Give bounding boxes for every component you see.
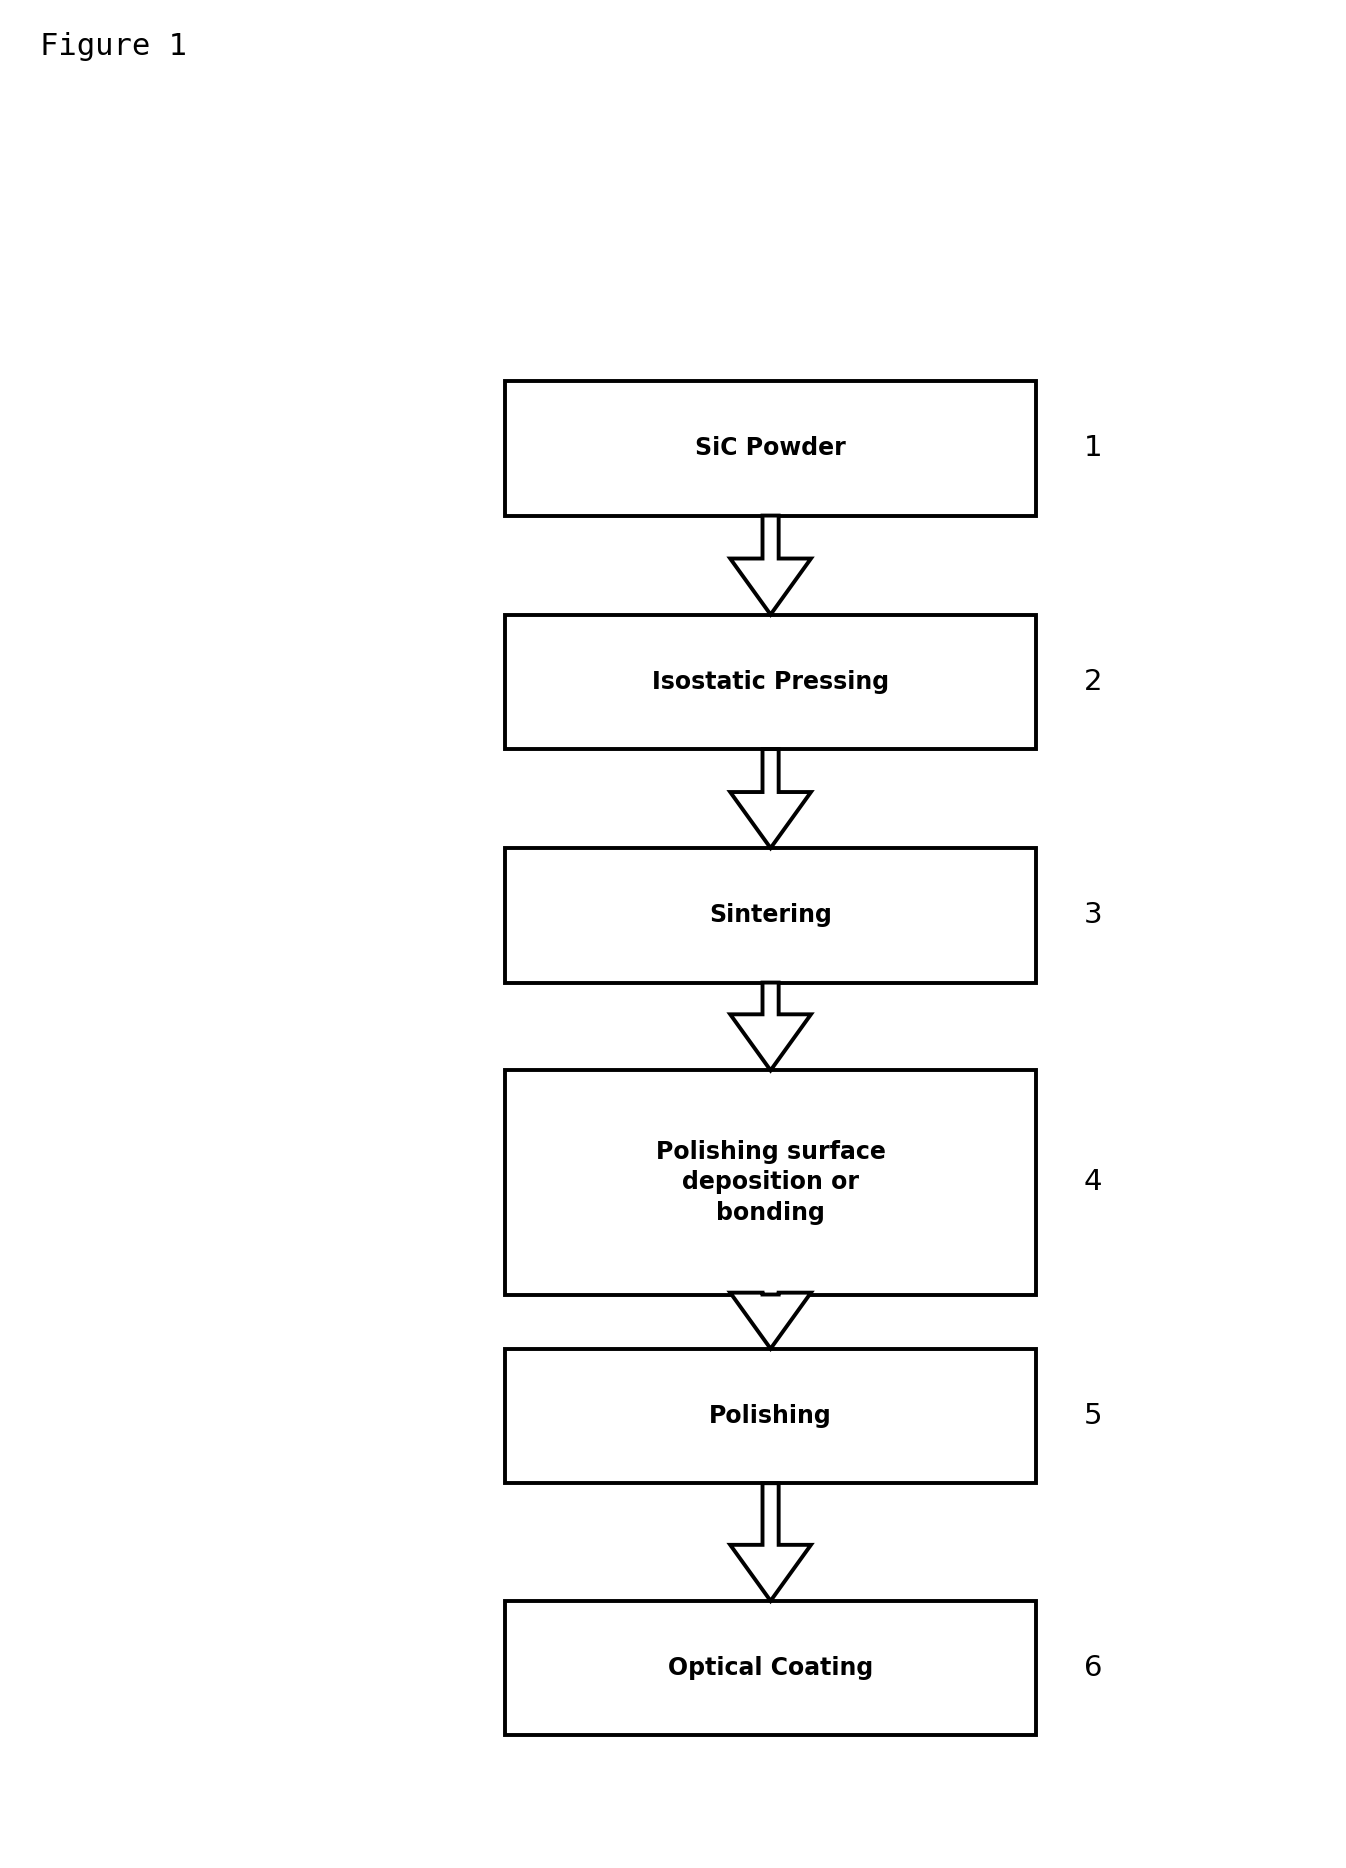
Text: 6: 6	[1084, 1655, 1102, 1681]
Polygon shape	[730, 1483, 810, 1601]
Text: 5: 5	[1084, 1403, 1102, 1429]
Bar	[505, 615, 1036, 749]
Polygon shape	[730, 983, 810, 1070]
Text: Isostatic Pressing: Isostatic Pressing	[651, 671, 890, 693]
Polygon shape	[730, 1293, 810, 1349]
Text: 2: 2	[1084, 669, 1102, 695]
Text: Sintering: Sintering	[709, 904, 832, 927]
Text: Optical Coating: Optical Coating	[668, 1657, 874, 1679]
Text: SiC Powder: SiC Powder	[696, 437, 845, 460]
Bar	[505, 1070, 1036, 1295]
Polygon shape	[730, 516, 810, 615]
Bar	[505, 848, 1036, 983]
Polygon shape	[730, 749, 810, 848]
Text: Polishing surface
deposition or
bonding: Polishing surface deposition or bonding	[656, 1139, 886, 1225]
Bar	[505, 1349, 1036, 1483]
Bar	[505, 381, 1036, 516]
Text: Figure 1: Figure 1	[40, 32, 187, 62]
Text: 3: 3	[1084, 902, 1102, 928]
Bar	[505, 1601, 1036, 1735]
Text: 1: 1	[1084, 435, 1102, 461]
Text: 4: 4	[1084, 1169, 1102, 1196]
Text: Polishing: Polishing	[709, 1405, 832, 1427]
